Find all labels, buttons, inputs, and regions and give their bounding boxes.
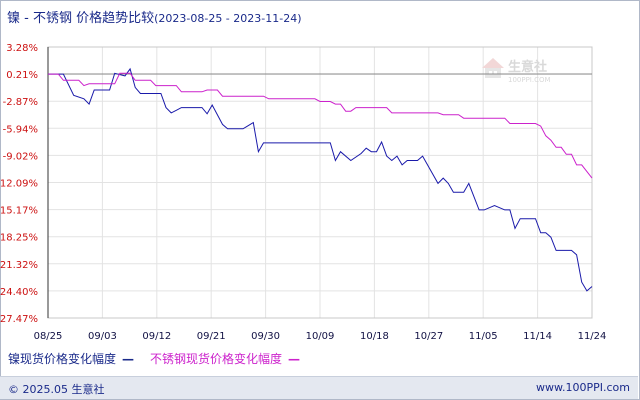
y-tick-label: 0.21% xyxy=(6,70,38,81)
x-tick-label: 10/18 xyxy=(360,331,389,342)
y-tick-label: -12.09% xyxy=(0,179,38,190)
x-tick-label: 09/30 xyxy=(251,331,280,342)
legend-label-nickel: 镍现货价格变化幅度 xyxy=(8,352,117,366)
watermark-url: 100PPI.COM xyxy=(508,76,551,84)
x-tick-label: 09/21 xyxy=(197,331,226,342)
y-tick-label: -5.94% xyxy=(3,124,38,135)
legend-label-stainless: 不锈钢现货价格变化幅度 xyxy=(150,352,283,366)
x-tick-label: 08/25 xyxy=(34,331,63,342)
y-tick-label: -18.25% xyxy=(0,233,38,244)
axes xyxy=(47,46,593,319)
watermark-brand: 生意社 xyxy=(508,59,547,75)
y-tick-label: -9.02% xyxy=(3,151,38,162)
chart-title-range: (2023-08-25 - 2023-11-24) xyxy=(154,12,302,25)
legend: 镍现货价格变化幅度 — 不锈钢现货价格变化幅度 — xyxy=(8,350,308,367)
y-tick-labels: 3.28% 0.21% -2.87% -5.94% -9.02% -12.09% -15.1… xyxy=(0,43,38,325)
y-tick-label: -24.40% xyxy=(0,287,38,298)
legend-item-stainless: 不锈钢现货价格变化幅度 — xyxy=(150,352,308,366)
chart-title: 镍 - 不锈钢 价格趋势比较(2023-08-25 - 2023-11-24) xyxy=(7,7,302,26)
x-tick-label: 10/27 xyxy=(414,331,443,342)
y-tick-label: -27.47% xyxy=(0,314,38,325)
x-tick-label: 11/05 xyxy=(469,331,498,342)
grid-lines xyxy=(47,46,593,319)
series-lines xyxy=(48,67,593,292)
y-tick-label: -21.32% xyxy=(0,260,38,271)
y-tick-label: -2.87% xyxy=(3,97,38,108)
x-tick-labels: 08/25 09/03 09/12 09/21 09/30 10/09 10/18 10/27… xyxy=(34,331,607,342)
x-tick-label: 10/09 xyxy=(306,331,335,342)
series-line-stainless xyxy=(48,72,593,179)
watermark-logo: 生意社 100PPI.COM xyxy=(482,58,551,84)
footer-site-link[interactable]: www.100PPI.com xyxy=(536,381,630,394)
y-tick-label: -15.17% xyxy=(0,206,38,217)
series-line-nickel xyxy=(48,67,593,292)
legend-line-icon-nickel: — xyxy=(122,352,135,366)
legend-item-nickel: 镍现货价格变化幅度 — xyxy=(8,352,142,366)
x-tick-label: 09/12 xyxy=(142,331,171,342)
footer-copyright: © 2025.05 生意社 xyxy=(8,383,105,396)
x-tick-label: 09/03 xyxy=(88,331,117,342)
footer-bar: © 2025.05 生意社 www.100PPI.com xyxy=(0,376,638,399)
house-icon xyxy=(482,58,504,78)
chart-title-main: 镍 - 不锈钢 价格趋势比较 xyxy=(7,11,155,26)
x-tick-label: 11/24 xyxy=(578,331,607,342)
legend-line-icon-stainless: — xyxy=(288,352,301,366)
x-tick-label: 11/14 xyxy=(523,331,552,342)
y-tick-label: 3.28% xyxy=(6,43,38,54)
